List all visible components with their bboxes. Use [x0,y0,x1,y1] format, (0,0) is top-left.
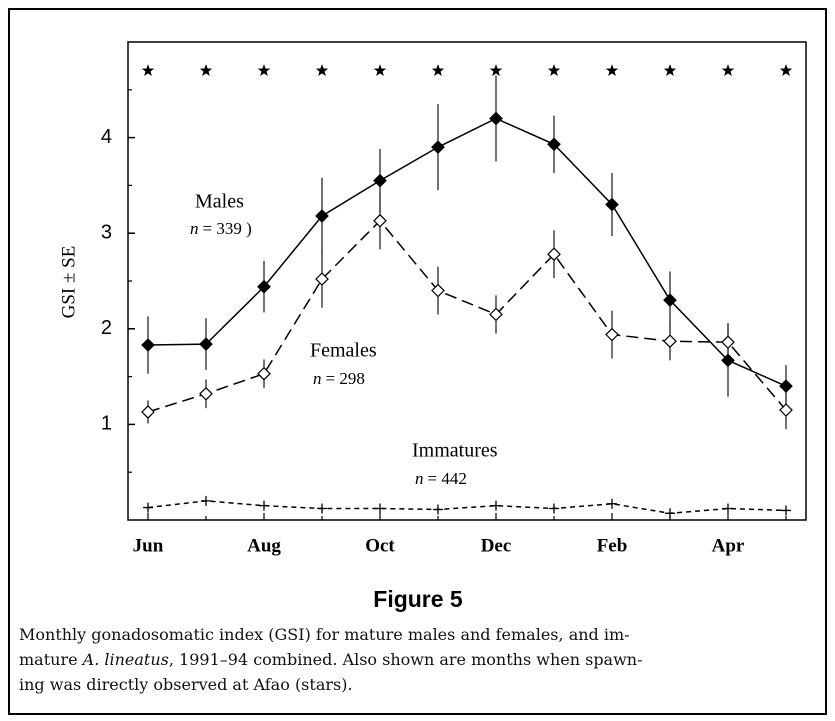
x-tick-label: Feb [597,535,628,556]
filled-diamond [605,197,619,212]
x-tick-label: Dec [481,535,512,556]
plus-marker [259,500,269,511]
plus-marker [665,508,675,519]
series-count: n = 298 [313,369,365,388]
y-tick-label: 4 [101,126,112,148]
spawning-star [431,64,445,76]
caption-line: ing was directly observed at Afao (stars… [19,675,353,694]
y-tick-label: 1 [101,413,112,435]
count-value: = 442 [428,469,467,488]
open-diamond [373,213,387,228]
spawning-star [315,64,329,76]
series-label: Immatures [412,440,498,462]
open-diamond [779,403,793,417]
y-axis-label: GSI ± SE [58,246,79,319]
plus-marker [433,504,443,515]
filled-diamond [141,338,155,352]
count-value: = 339 ) [203,219,252,238]
spawning-star [257,64,271,76]
plus-marker [781,505,791,516]
plus-marker [317,503,327,514]
caption-text: mature [19,650,83,669]
open-diamond [141,405,155,419]
caption-italic: A. lineatus [82,650,169,669]
filled-diamond [257,279,271,294]
spawning-star [489,64,503,76]
open-diamond [199,386,213,401]
x-tick-label: Apr [712,535,745,556]
spawning-star [721,64,735,76]
caption-text: , 1991–94 combined. Also shown are month… [168,650,643,669]
open-diamond [431,283,445,298]
plus-marker [491,500,501,511]
series-line [147,219,787,413]
x-tick-label: Oct [365,535,395,556]
filled-diamond [373,173,387,188]
spawning-star [779,64,793,76]
spawning-star [547,64,561,76]
plus-marker [143,502,153,513]
spawning-star [373,64,387,76]
spawning-star [141,64,155,76]
y-tick-label: 2 [101,317,112,339]
plus-marker [201,495,211,506]
plus-marker [549,503,559,514]
series-count: n = 442 [415,469,467,488]
filled-diamond [315,209,329,223]
filled-diamond [547,137,561,152]
series-label: Females [310,340,377,362]
series-count: n = 339 ) [190,219,252,238]
filled-diamond [199,337,213,351]
filled-diamond [663,293,677,307]
count-symbol: n [190,219,199,238]
spawning-star [605,64,619,76]
count-symbol: n [415,469,424,488]
x-tick-label: Jun [133,535,164,556]
plus-marker [723,503,733,514]
series-line [147,117,787,387]
spawning-star [663,64,677,76]
caption-line: mature A. lineatus, 1991–94 combined. Al… [19,647,819,672]
open-diamond [547,247,561,262]
open-diamond [721,335,735,350]
plus-marker [607,498,617,509]
series-line [147,500,787,515]
caption-line: Monthly gonadosomatic index (GSI) for ma… [19,625,630,644]
count-symbol: n [313,369,322,388]
open-diamond [605,327,619,342]
open-diamond [489,307,503,322]
y-tick-label: 3 [101,221,112,243]
series-label: Males [195,191,244,213]
filled-diamond [779,379,793,394]
count-value: = 298 [326,369,365,388]
filled-diamond [489,111,503,126]
open-diamond [315,272,329,286]
open-diamond [663,334,677,349]
filled-diamond [431,140,445,155]
spawning-star [199,64,213,76]
x-tick-label: Aug [247,535,281,556]
caption: Monthly gonadosomatic index (GSI) for ma… [19,622,819,697]
frame [8,8,827,715]
plus-marker [375,503,385,514]
open-diamond [257,366,271,381]
figure-label: Figure 5 [373,586,463,612]
